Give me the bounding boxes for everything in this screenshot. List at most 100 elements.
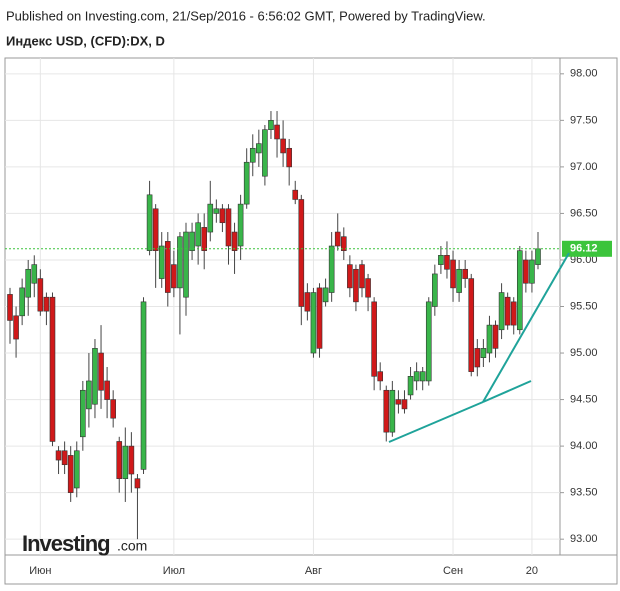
candle-body [49,296,56,442]
candle-body [371,301,377,377]
candle-body [407,376,414,396]
candle-body [31,264,38,284]
y-tick-label: 94.50 [570,393,598,405]
x-tick-label: Июн [29,565,51,577]
candle-body [340,236,347,251]
candle-body [383,389,390,433]
candle-body [104,380,110,400]
logo-brand: Investing [22,531,110,556]
candle-body [401,399,408,410]
y-tick-label: 95.50 [570,300,598,312]
candle-body [80,389,86,438]
last-price-box [562,240,612,257]
candle-body [189,231,195,251]
candle-body [377,371,384,382]
candle-body [225,208,232,247]
last-price-label: 96.12 [570,243,598,255]
y-tick-label: 94.00 [570,440,598,452]
y-tick-label: 93.50 [570,487,598,499]
candle-body [219,208,226,224]
candle-body [243,161,250,205]
candle-body [274,124,280,140]
candle-body [134,478,141,489]
candle-body [480,348,487,358]
candle-body [419,371,426,382]
candle-body [334,231,341,247]
candle-body [262,129,268,177]
candle-body [25,268,32,298]
trendline [388,401,484,443]
candle-body [37,278,44,312]
candle-body [438,255,444,265]
candle-body [86,380,92,410]
candle-body [164,241,171,293]
candle-body [13,315,19,340]
symbol-title: Индекс USD, (CFD):DX, D [6,33,165,48]
candle-body [171,264,177,289]
candle-body [359,264,365,289]
candle-body [110,399,116,419]
candle-body [231,231,238,251]
candle-body [395,399,402,405]
candle-body [73,450,80,489]
candle-body [486,324,493,354]
candle-body [213,208,220,214]
x-tick-label: 20 [526,565,538,577]
candle-body [347,264,353,289]
candle-body [328,245,335,293]
published-note: Published on Investing.com, 21/Sep/2016 … [6,8,486,23]
candle-body [425,301,432,382]
candle-body [504,296,511,326]
candle-body [298,199,305,307]
candle-body [365,278,371,298]
candle-body [474,348,481,368]
candle-body [61,450,68,466]
y-tick-label: 97.00 [570,161,598,173]
x-tick-label: Сен [443,565,463,577]
candle-body [462,268,468,279]
candle-body [249,147,256,163]
candle-body [55,450,62,461]
candle-body [516,250,523,331]
candle-body [450,259,456,289]
candle-body [444,255,450,270]
candle-body [207,203,214,233]
y-tick-label: 96.00 [570,254,598,266]
candle-body [177,236,183,289]
candle-body [529,259,535,284]
candle-body [286,147,292,168]
candle-body [456,268,462,293]
candle-body [304,292,311,312]
candle-body [468,278,475,372]
candle-body [183,231,189,298]
candle-body [523,259,529,284]
candle-body [353,268,359,303]
candle-body [43,296,50,312]
candle-body [389,389,396,433]
candle-body [256,143,262,154]
y-tick-label: 98.00 [570,68,598,80]
candle-body [316,287,323,349]
y-tick-label: 97.50 [570,114,598,126]
candle-body [310,292,317,354]
frame [4,57,618,585]
candle-body [116,441,123,479]
candle-body [492,324,499,349]
candle-body [280,138,286,154]
candle-body [152,208,159,251]
candle-body [128,445,135,475]
candle-body [498,292,505,331]
candle-body [195,222,201,247]
candle-body [146,194,153,251]
candle-body [535,248,541,265]
candle-body [67,455,74,493]
y-tick-label: 96.50 [570,207,598,219]
candle-body [292,189,299,200]
x-tick-label: Июл [163,565,185,577]
candle-body [237,203,244,247]
trendline [482,380,532,403]
logo-suffix: .com [117,538,147,554]
candle-body [432,273,438,307]
candle-body [140,301,147,470]
